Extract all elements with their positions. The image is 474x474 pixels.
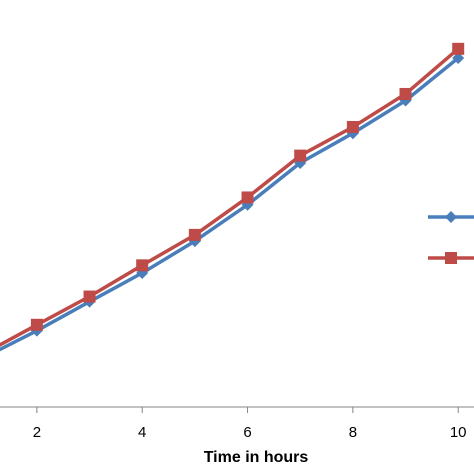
data-point <box>452 51 465 64</box>
series-2 <box>0 42 465 347</box>
x-axis-title: Time in hours <box>204 449 309 466</box>
x-tick-label: 8 <box>349 424 357 441</box>
x-tick-label: 2 <box>33 424 41 441</box>
data-point <box>399 87 412 100</box>
x-tick-label: 10 <box>450 424 467 441</box>
data-point <box>188 228 201 241</box>
legend-marker <box>445 211 457 223</box>
legend-entry-1 <box>428 211 474 223</box>
legend-entry-2 <box>428 252 474 264</box>
data-point <box>83 290 96 303</box>
data-point <box>136 259 149 272</box>
data-point <box>30 318 43 331</box>
data-point <box>452 42 465 55</box>
data-point <box>294 149 307 162</box>
x-tick-marks <box>36 407 459 413</box>
legend-marker <box>445 252 457 264</box>
data-point <box>346 120 359 133</box>
series-line <box>0 47 460 347</box>
x-tick-label: 6 <box>243 424 251 441</box>
legend <box>428 211 474 264</box>
series-line <box>0 56 460 352</box>
series-layer <box>0 42 465 352</box>
x-tick-labels: 2 4 6 8 10 <box>33 424 467 441</box>
x-tick-label: 4 <box>138 424 146 441</box>
data-point <box>241 191 254 204</box>
